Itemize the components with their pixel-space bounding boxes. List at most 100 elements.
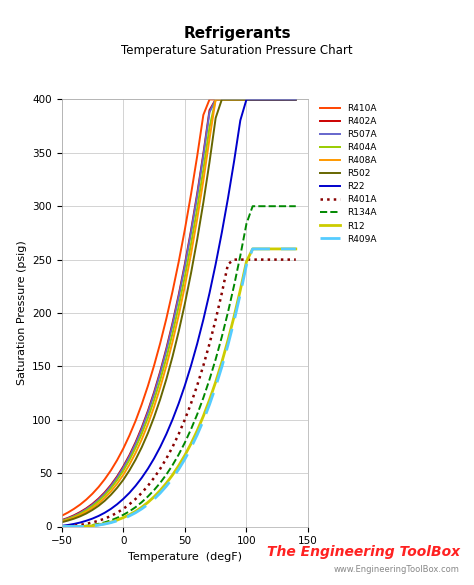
R12	[176, 462, 182, 469]
R402A	[274, 96, 280, 103]
R12	[201, 412, 206, 419]
R22	[207, 290, 212, 297]
R502	[164, 376, 169, 383]
R22	[133, 482, 138, 489]
R409A	[256, 246, 262, 253]
R502	[157, 395, 163, 402]
R134A	[102, 519, 108, 526]
R507A	[274, 96, 280, 103]
R404A	[213, 96, 219, 103]
R404A	[114, 477, 120, 484]
X-axis label: Temperature  (degF): Temperature (degF)	[128, 552, 242, 562]
R408A	[114, 480, 120, 487]
R502	[59, 519, 64, 526]
R502	[127, 467, 132, 474]
R408A	[237, 96, 243, 103]
R134A	[256, 203, 262, 210]
R409A	[194, 431, 200, 438]
Line: R12: R12	[62, 249, 296, 526]
R409A	[274, 246, 280, 253]
R402A	[151, 389, 157, 396]
R404A	[71, 513, 77, 520]
R502	[133, 456, 138, 463]
R402A	[237, 96, 243, 103]
R134A	[231, 281, 237, 288]
R401A	[157, 465, 163, 472]
R404A	[145, 414, 151, 421]
Line: R409A: R409A	[62, 249, 296, 526]
R22	[164, 431, 169, 438]
R404A	[287, 96, 292, 103]
R410A	[151, 362, 157, 369]
R410A	[114, 457, 120, 464]
R408A	[133, 449, 138, 456]
R134A	[65, 523, 71, 530]
R507A	[237, 96, 243, 103]
R401A	[268, 256, 274, 263]
R409A	[170, 475, 175, 482]
R401A	[127, 501, 132, 508]
R409A	[188, 444, 194, 451]
R22	[90, 515, 95, 522]
R402A	[71, 512, 77, 519]
R402A	[207, 106, 212, 113]
R401A	[139, 490, 145, 497]
R507A	[114, 474, 120, 481]
R409A	[287, 246, 292, 253]
R401A	[201, 362, 206, 369]
R134A	[262, 203, 268, 210]
R402A	[127, 452, 132, 459]
R404A	[188, 240, 194, 247]
R134A	[274, 203, 280, 210]
R408A	[145, 421, 151, 428]
R404A	[281, 96, 286, 103]
R404A	[176, 303, 182, 310]
R502	[213, 115, 219, 122]
R404A	[157, 377, 163, 384]
R409A	[293, 246, 299, 253]
R409A	[225, 342, 231, 349]
R507A	[170, 321, 175, 328]
R12	[213, 378, 219, 386]
R502	[96, 503, 101, 510]
R402A	[194, 190, 200, 197]
R409A	[133, 509, 138, 516]
R409A	[201, 417, 206, 424]
R409A	[127, 512, 132, 519]
R404A	[256, 96, 262, 103]
R402A	[201, 150, 206, 157]
R134A	[293, 203, 299, 210]
R410A	[219, 96, 225, 103]
R401A	[219, 290, 225, 297]
R134A	[225, 309, 231, 316]
R134A	[90, 521, 95, 528]
R502	[145, 429, 151, 436]
R410A	[157, 340, 163, 347]
R22	[139, 474, 145, 481]
R12	[194, 427, 200, 434]
R22	[145, 465, 151, 472]
R507A	[96, 496, 101, 503]
R409A	[219, 363, 225, 370]
Line: R408A: R408A	[62, 99, 296, 522]
R408A	[213, 96, 219, 103]
R502	[287, 96, 292, 103]
R134A	[268, 203, 274, 210]
R402A	[139, 424, 145, 431]
R401A	[281, 256, 286, 263]
R408A	[65, 517, 71, 524]
Line: R134A: R134A	[62, 207, 296, 526]
R404A	[139, 430, 145, 437]
R507A	[244, 96, 249, 103]
R401A	[274, 256, 280, 263]
R12	[77, 523, 83, 530]
R12	[293, 246, 299, 253]
R507A	[65, 515, 71, 522]
R404A	[102, 492, 108, 499]
R401A	[287, 256, 292, 263]
R22	[96, 512, 101, 519]
R134A	[244, 220, 249, 227]
R404A	[59, 518, 64, 525]
R410A	[231, 96, 237, 103]
R507A	[231, 96, 237, 103]
